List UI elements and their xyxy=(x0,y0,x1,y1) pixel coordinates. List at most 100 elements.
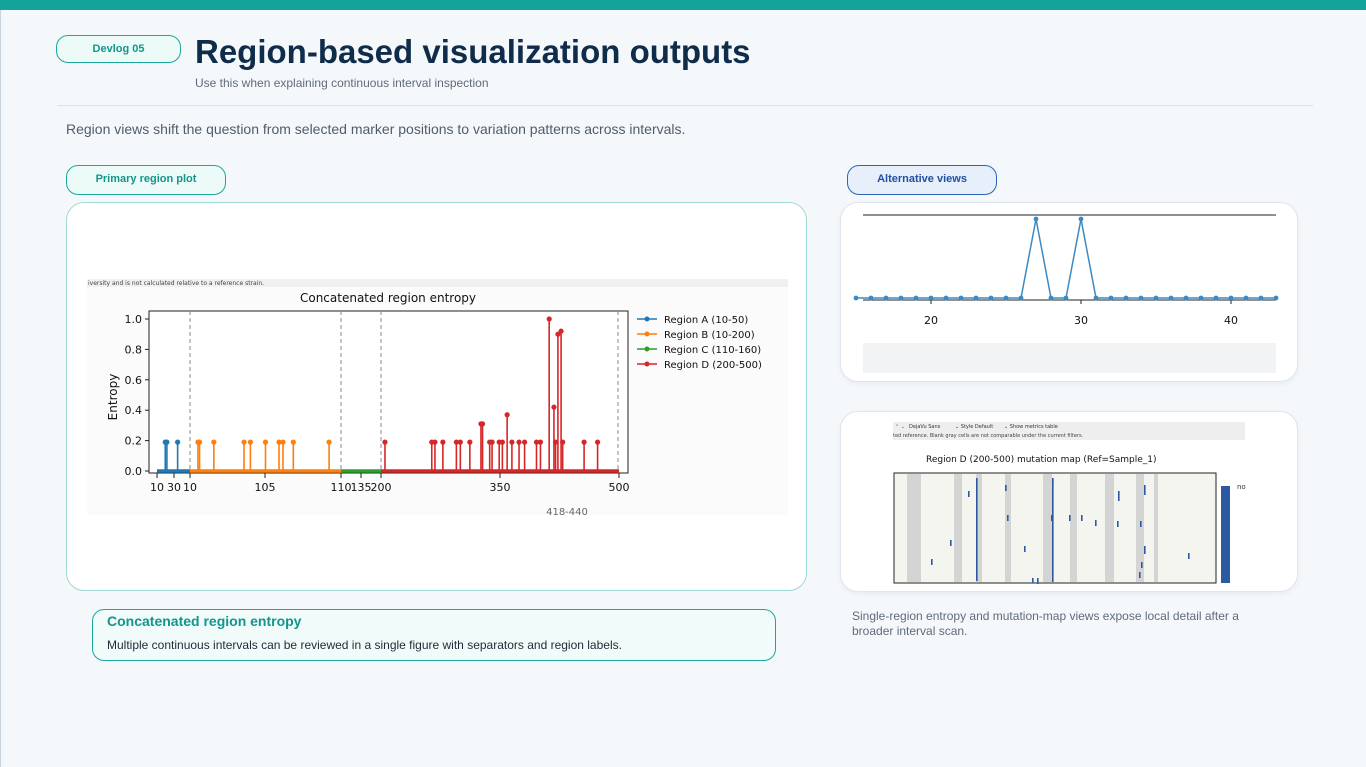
primary-region-plot-tab[interactable]: Primary region plot xyxy=(66,165,226,195)
entropy-point xyxy=(988,295,994,301)
x-tick-label: 110 xyxy=(331,481,352,494)
entropy-point xyxy=(457,439,463,445)
primary-plot-card: iversity and is not calculated relative … xyxy=(66,202,807,591)
entropy-point xyxy=(1003,295,1009,301)
entropy-point xyxy=(280,439,286,445)
entropy-point xyxy=(1213,295,1219,301)
entropy-point xyxy=(1168,295,1174,301)
entropy-point xyxy=(1138,295,1144,301)
entropy-point xyxy=(928,295,934,301)
entropy-point xyxy=(1123,295,1129,301)
mutation-mark xyxy=(1144,546,1146,554)
entropy-point xyxy=(504,412,510,418)
entropy-point xyxy=(196,439,203,445)
x-tick-label: 30 xyxy=(167,481,181,494)
metrics-table-toggle[interactable]: ⌄ Show metrics table xyxy=(1004,424,1058,430)
entropy-point xyxy=(1243,295,1249,301)
mutation-mark xyxy=(1117,521,1119,527)
mutation-mark xyxy=(1005,485,1007,491)
entropy-point xyxy=(898,295,904,301)
legend-marker xyxy=(644,331,650,337)
lower-panel-strip xyxy=(863,343,1276,373)
entropy-point xyxy=(1153,295,1159,301)
map-note-text: ted reference. Blank gray cells are not … xyxy=(893,433,1084,439)
x-tick-label: 10 xyxy=(150,481,164,494)
entropy-point xyxy=(326,439,332,445)
legend-marker xyxy=(644,361,650,367)
non-comparable-column xyxy=(1105,474,1114,582)
mutation-mark xyxy=(1139,572,1141,578)
map-toolbar-background xyxy=(893,422,1245,440)
entropy-point xyxy=(883,295,889,301)
entropy-point xyxy=(537,439,544,445)
mutation-map-title: Region D (200-500) mutation map (Ref=Sam… xyxy=(926,455,1157,465)
concatenated-entropy-chart: iversity and is not calculated relative … xyxy=(87,279,788,518)
mutation-mark xyxy=(1095,520,1097,526)
entropy-point xyxy=(1078,216,1084,222)
y-tick-label: 0.8 xyxy=(125,343,143,356)
entropy-point xyxy=(958,295,964,301)
mutation-mark xyxy=(1051,515,1053,521)
x-tick-label: 40 xyxy=(1224,314,1238,327)
x-tick-label: 30 xyxy=(1074,314,1088,327)
mutation-mark xyxy=(1118,491,1120,501)
map-frame xyxy=(893,472,1217,584)
legend-label: Region A (10-50) xyxy=(664,315,748,326)
mutation-mark xyxy=(950,540,952,546)
header-divider xyxy=(57,105,1313,106)
chart-title: Concatenated region entropy xyxy=(300,291,476,305)
non-comparable-column xyxy=(954,474,962,582)
entropy-point xyxy=(558,328,564,334)
x-tick-label: 500 xyxy=(609,481,630,494)
range-label: 418-440 xyxy=(546,507,588,518)
style-select[interactable]: ⌄ Style Default xyxy=(955,424,993,430)
mutation-column-mark xyxy=(976,478,978,581)
legend-label: Region D (200-500) xyxy=(664,360,762,371)
x-tick-label: 200 xyxy=(371,481,392,494)
entropy-point xyxy=(489,439,495,445)
single-region-entropy-card[interactable]: 20 30 40 xyxy=(840,202,1298,382)
entropy-point xyxy=(581,439,587,445)
plot-note-strip xyxy=(87,279,788,287)
entropy-point xyxy=(382,439,388,445)
entropy-point xyxy=(241,439,247,445)
colorbar-label: no xyxy=(1237,483,1246,491)
x-tick-label: 105 xyxy=(255,481,276,494)
primary-caption-box: Concatenated region entropy Multiple con… xyxy=(92,609,776,661)
entropy-point xyxy=(1228,295,1234,301)
entropy-point xyxy=(1033,216,1039,222)
entropy-point xyxy=(1048,295,1054,301)
entropy-point xyxy=(164,439,170,445)
page-subtitle: Use this when explaining continuous inte… xyxy=(195,76,489,90)
non-comparable-column xyxy=(907,474,921,582)
entropy-point xyxy=(1258,295,1264,301)
non-comparable-column xyxy=(1136,474,1144,582)
entropy-point xyxy=(1063,295,1069,301)
toolbar-chevrons: ⌃ ⌄ xyxy=(895,424,905,430)
entropy-point xyxy=(1108,295,1114,301)
non-comparable-column xyxy=(976,474,982,582)
devlog-badge: Devlog 05 xyxy=(56,35,181,63)
entropy-point xyxy=(521,439,528,445)
entropy-point xyxy=(175,439,181,445)
mutation-mark xyxy=(1140,521,1142,527)
entropy-point xyxy=(1273,295,1279,301)
x-tick-label: 350 xyxy=(490,481,511,494)
mutation-mark xyxy=(1032,578,1034,583)
entropy-point xyxy=(1093,295,1099,301)
top-accent-bar xyxy=(0,0,1366,10)
entropy-point xyxy=(432,439,438,445)
y-tick-label: 1.0 xyxy=(125,313,143,326)
mutation-mark xyxy=(1188,553,1190,559)
entropy-point xyxy=(211,439,217,445)
entropy-point xyxy=(1018,295,1024,301)
alternative-views-tab[interactable]: Alternative views xyxy=(847,165,997,195)
entropy-point xyxy=(1183,295,1189,301)
caption-text: Multiple continuous intervals can be rev… xyxy=(107,638,622,652)
mutation-map-card[interactable]: ⌃ ⌄ DejaVu Sans ⌄ Style Default ⌄ Show m… xyxy=(840,411,1298,592)
mutation-mark xyxy=(1141,562,1143,568)
entropy-point xyxy=(552,439,559,445)
x-tick-label: 10 xyxy=(183,481,197,494)
entropy-point xyxy=(276,439,282,445)
font-select[interactable]: DejaVu Sans xyxy=(909,424,941,430)
